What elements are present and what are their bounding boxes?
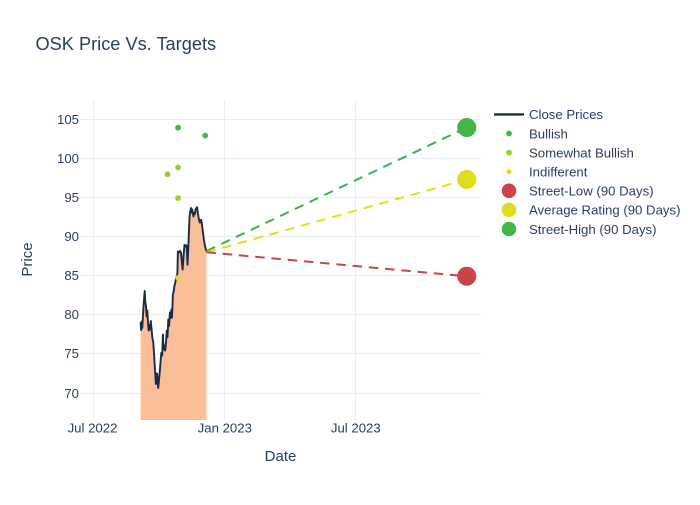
svg-text:OSK Price Vs. Targets: OSK Price Vs. Targets: [36, 34, 217, 54]
svg-text:75: 75: [64, 346, 79, 361]
svg-text:Bullish: Bullish: [529, 126, 568, 141]
svg-text:90: 90: [64, 229, 79, 244]
svg-text:Jul 2023: Jul 2023: [331, 421, 381, 436]
svg-text:Average Rating (90 Days): Average Rating (90 Days): [529, 203, 681, 218]
svg-text:Date: Date: [265, 448, 297, 465]
svg-text:Jan 2023: Jan 2023: [198, 421, 252, 436]
svg-text:Somewhat Bullish: Somewhat Bullish: [529, 145, 634, 160]
svg-text:85: 85: [64, 268, 79, 283]
svg-text:Street-High (90 Days): Street-High (90 Days): [529, 222, 657, 237]
svg-text:Price: Price: [19, 242, 36, 276]
svg-text:70: 70: [64, 386, 79, 401]
svg-text:80: 80: [64, 307, 79, 322]
svg-text:105: 105: [57, 112, 79, 127]
svg-text:Close Prices: Close Prices: [529, 107, 603, 122]
svg-text:Jul 2022: Jul 2022: [68, 421, 118, 436]
svg-text:95: 95: [64, 190, 79, 205]
svg-text:Indifferent: Indifferent: [529, 165, 588, 180]
svg-text:Street-Low (90 Days): Street-Low (90 Days): [529, 184, 654, 199]
svg-text:100: 100: [57, 151, 79, 166]
